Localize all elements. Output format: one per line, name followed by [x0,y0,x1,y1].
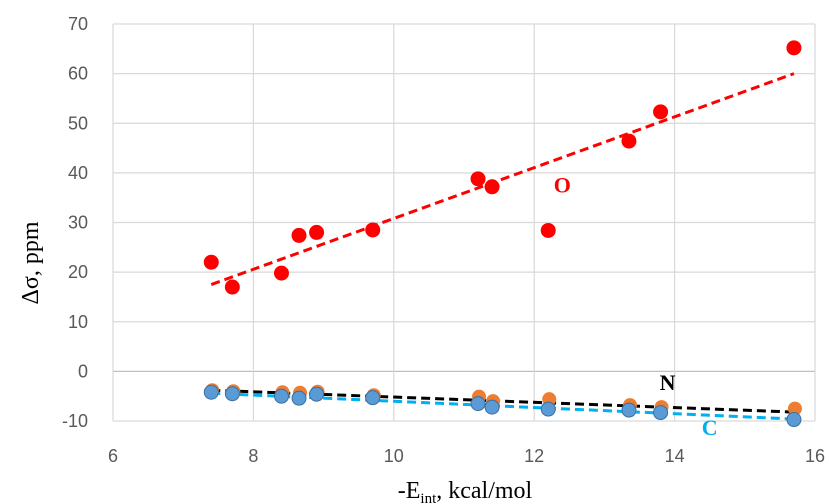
point-c [540,401,556,417]
point-o [291,227,307,243]
trend-lines [210,72,795,421]
x-tick-labels: 6 8 10 12 14 16 [108,446,825,466]
y-tick-labels: -10 0 10 20 30 40 50 60 70 [62,14,88,431]
x-tick-label: 10 [384,446,404,466]
point-c [621,402,637,418]
y-tick-label: 30 [68,213,88,233]
point-c [470,396,486,412]
y-tick-label: 10 [68,312,88,332]
y-tick-label: 40 [68,163,88,183]
x-axis-title-subscript: int [420,491,437,504]
x-tick-label: 8 [248,446,258,466]
point-o [470,171,486,187]
point-o [273,265,289,281]
y-tick-label: 60 [68,64,88,84]
y-axis-title: Δσ, ppm [18,221,44,304]
point-o [203,254,219,270]
y-tick-label: 70 [68,14,88,34]
y-tick-label: 50 [68,113,88,133]
point-c [786,412,802,428]
y-tick-label: -10 [62,411,88,431]
trendline-o [210,72,795,286]
point-o [653,104,669,120]
point-c [484,399,500,415]
point-o [540,222,556,238]
annotation-c: C [702,415,718,440]
point-c [365,390,381,406]
point-o [484,179,500,195]
point-c [291,390,307,406]
x-tick-label: 16 [805,446,825,466]
point-n [787,401,802,416]
point-o [309,224,325,240]
point-o [365,222,381,238]
point-o [621,133,637,149]
point-c [653,405,669,421]
point-c [273,388,289,404]
x-axis-title: -Eint, kcal/mol [398,478,533,504]
y-tick-label: 20 [68,262,88,282]
x-axis-title-main: -E [398,478,421,504]
annotation-n: N [660,370,676,395]
point-c [224,386,240,402]
x-axis-title-tail: , kcal/mol [436,478,532,504]
x-tick-label: 12 [524,446,544,466]
point-c [203,384,219,400]
annotations: O N C [554,173,718,440]
annotation-o: O [554,173,571,198]
grid [112,23,816,422]
point-c [309,386,325,402]
point-o [224,279,240,295]
data-points [203,40,802,428]
point-o [786,40,802,56]
y-tick-label: 0 [78,361,88,381]
x-tick-label: 6 [108,446,118,466]
x-tick-label: 14 [665,446,685,466]
